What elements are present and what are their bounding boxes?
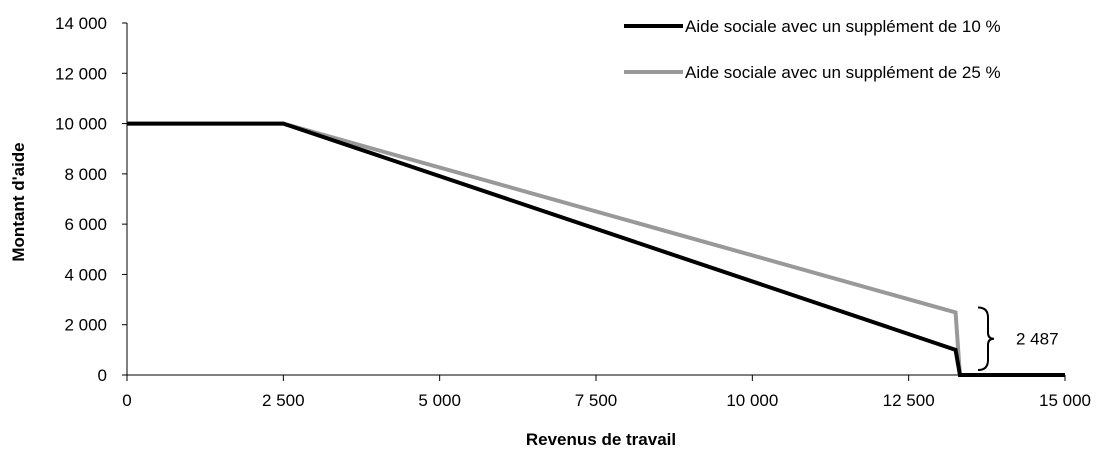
y-tick-label: 8 000	[64, 165, 107, 184]
y-tick-label: 12 000	[55, 64, 107, 83]
x-tick-label: 7 500	[575, 391, 618, 410]
x-axis-title: Revenus de travail	[526, 430, 676, 449]
annotation-brace	[977, 306, 995, 371]
x-tick-label: 15 000	[1039, 391, 1091, 410]
legend-label-2: Aide sociale avec un supplément de 25 %	[685, 63, 1001, 82]
legend-label-1: Aide sociale avec un supplément de 10 %	[685, 17, 1001, 36]
x-tick-label: 10 000	[726, 391, 778, 410]
series-line-1	[127, 121, 1065, 377]
series-lines	[127, 121, 1065, 377]
axes: 0 2 000 4 000 6 000 8 000 10 000 12 000 14 000 0…	[55, 14, 1091, 410]
y-tick-label: 2 000	[64, 316, 107, 335]
annotation-label: 2 487	[1016, 330, 1059, 349]
y-tick-label: 14 000	[55, 14, 107, 33]
x-tick-label: 12 500	[883, 391, 935, 410]
x-tick-label: 0	[122, 391, 131, 410]
annotation-group: 2 487	[977, 306, 1059, 371]
x-tick-label: 2 500	[262, 391, 305, 410]
y-tick-label: 10 000	[55, 115, 107, 134]
y-tick-label: 4 000	[64, 265, 107, 284]
legend: Aide sociale avec un supplément de 10 % A…	[624, 17, 1001, 82]
y-tick-label: 0	[98, 366, 107, 385]
x-tick-label: 5 000	[418, 391, 461, 410]
y-tick-label: 6 000	[64, 215, 107, 234]
y-axis-title: Montant d'aide	[9, 142, 28, 261]
